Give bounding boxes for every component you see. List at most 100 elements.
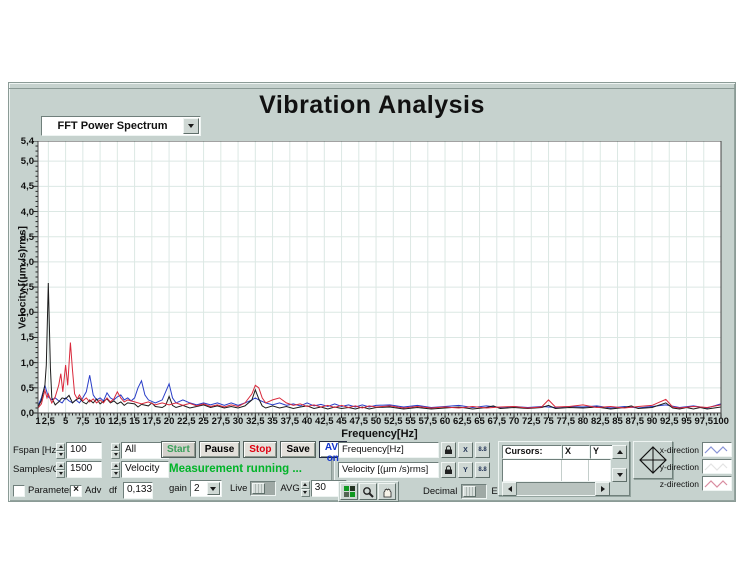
line-swatch-icon — [704, 480, 728, 488]
x-tick-label: 20 — [163, 416, 175, 427]
quantity-stepper[interactable] — [111, 461, 120, 478]
cursor-scroll-down-button[interactable] — [612, 468, 627, 482]
x-tick-label: 57,5 — [418, 416, 438, 427]
avg-stepper[interactable] — [300, 480, 310, 497]
x-tick-label: 85 — [612, 416, 623, 427]
x-autoscale-icon: X — [463, 446, 468, 454]
window-top-strip — [9, 83, 735, 89]
diamond-cursor-icon — [639, 446, 667, 474]
pause-button[interactable]: Pause — [198, 441, 241, 458]
channel-stepper[interactable] — [111, 442, 120, 459]
spectrum-plot-svg[interactable] — [31, 141, 722, 419]
samples-stepper[interactable] — [56, 461, 65, 478]
cursor-scroll-up-button[interactable] — [612, 445, 627, 459]
magnifier-icon — [363, 486, 374, 498]
x-tick-label: 37,5 — [280, 416, 300, 427]
start-button[interactable]: Start — [161, 441, 196, 458]
legend-x-swatch[interactable] — [702, 442, 732, 457]
x-tick-label: 30 — [232, 416, 244, 427]
stop-button[interactable]: Stop — [243, 441, 278, 458]
x-tick-label: 5 — [62, 416, 69, 427]
app-window: Vibration Analysis FFT Power Spectrum Ve… — [8, 82, 736, 502]
fspan-stepper[interactable] — [56, 442, 65, 459]
y-tick-label: 5,4 — [20, 136, 34, 147]
axis-scale-controls: Frequency[Hz] X 8.8 Velocity [(µm /s)rms… — [338, 440, 542, 502]
x-tick-label: 25 — [198, 416, 209, 427]
acquisition-settings: Fspan [Hz] 100 All Samples/Ch 1500 Veloc… — [13, 440, 169, 499]
live-toggle-knob[interactable] — [252, 483, 266, 494]
control-panel: Fspan [Hz] 100 All Samples/Ch 1500 Veloc… — [11, 440, 733, 502]
cursor-tool-button[interactable] — [340, 483, 358, 500]
y-tick-label: 1,0 — [20, 357, 34, 369]
legend-y-swatch[interactable] — [702, 459, 732, 474]
parameter-label: Parameter — [28, 485, 73, 496]
chevron-down-icon — [188, 124, 194, 128]
status-text: Measurement running ... — [169, 463, 302, 475]
x-tick-label: 1 — [35, 416, 41, 427]
x-tick-label: 95 — [681, 416, 692, 427]
x-tick-label: 70 — [508, 416, 520, 427]
y-autoscale-button[interactable]: Y — [458, 462, 473, 478]
x-axis-field[interactable]: Frequency[Hz] — [338, 442, 439, 458]
decimal-label: Decimal — [423, 486, 458, 497]
samples-label: Samples/Ch — [13, 464, 65, 475]
x-tick-label: 72,5 — [522, 416, 541, 427]
save-button[interactable]: Save — [280, 441, 316, 458]
x-tick-label: 52,5 — [384, 416, 403, 427]
format-toggle[interactable] — [461, 484, 488, 499]
adv-checkbox[interactable] — [70, 484, 82, 497]
y-scale-lock-button[interactable] — [441, 462, 456, 478]
live-toggle[interactable] — [250, 481, 277, 496]
legend-item-y[interactable]: y-direction — [659, 459, 732, 474]
legend-item-x[interactable]: x-direction — [659, 442, 732, 457]
fspan-input[interactable]: 100 — [66, 442, 102, 459]
x-tick-label: 15 — [129, 416, 140, 427]
avg-label: AVG — [280, 483, 300, 494]
lock-icon — [445, 445, 452, 454]
y-tick-label: 2,0 — [20, 307, 34, 319]
y-autoscale-icon: Y — [463, 466, 468, 474]
x-tick-label: 22,5 — [177, 416, 196, 427]
legend-z-swatch[interactable] — [702, 476, 732, 491]
x-autoscale-button[interactable]: X — [458, 442, 473, 458]
cursor-legend-header: Cursors: X Y — [502, 445, 616, 459]
gain-value: 2 — [193, 483, 200, 494]
y-tick-label: 1,5 — [20, 332, 34, 344]
cursor-mover[interactable] — [633, 441, 673, 479]
x-tick-label: 47,5 — [349, 416, 369, 427]
dropdown-button[interactable] — [183, 118, 199, 134]
cursor-scroll-right-button[interactable] — [595, 482, 610, 496]
x-tick-label: 7,5 — [76, 416, 90, 427]
x-axis-title: Frequency[Hz] — [341, 428, 418, 440]
samples-input[interactable]: 1500 — [66, 461, 102, 478]
y-tick-label: 5,0 — [20, 156, 34, 168]
x-scale-lock-button[interactable] — [441, 442, 456, 458]
legend-item-z[interactable]: z-direction — [659, 476, 732, 491]
run-controls: Start Pause Stop Save AVI on Measurement… — [159, 440, 347, 498]
y-tick-label: 2,5 — [20, 282, 34, 294]
y-axis-field[interactable]: Velocity [(µm /s)rms] — [338, 462, 439, 478]
x-tick-label: 17,5 — [142, 416, 162, 427]
x-tick-label: 60 — [439, 416, 451, 427]
graph-palette — [338, 481, 399, 502]
parameter-checkbox[interactable] — [13, 484, 25, 497]
x-scale-format-button[interactable]: 8.8 — [475, 442, 490, 458]
df-value: 0,133 — [123, 482, 153, 499]
quantity-select[interactable]: Velocity — [121, 461, 169, 478]
x-tick-label: 97,5 — [694, 416, 714, 427]
legend-x-label: x-direction — [659, 444, 699, 455]
spectrum-type-dropdown[interactable]: FFT Power Spectrum — [41, 116, 201, 136]
cursor-scroll-left-button[interactable] — [502, 482, 517, 496]
x-tick-label: 2,5 — [41, 416, 55, 427]
pan-tool-button[interactable] — [378, 483, 396, 500]
adv-label: Adv — [85, 485, 102, 496]
y-scale-format-button[interactable]: 8.8 — [475, 462, 490, 478]
gain-chevron-down-icon[interactable] — [206, 482, 220, 495]
format-toggle-knob[interactable] — [463, 486, 477, 497]
gain-dropdown[interactable]: 2 — [189, 480, 222, 497]
cursor-list[interactable] — [502, 459, 611, 482]
zoom-tool-button[interactable] — [359, 483, 377, 500]
cursor-hscroll-track[interactable] — [516, 482, 598, 496]
x-tick-label: 35 — [267, 416, 278, 427]
x-tick-label: 67,5 — [487, 416, 507, 427]
